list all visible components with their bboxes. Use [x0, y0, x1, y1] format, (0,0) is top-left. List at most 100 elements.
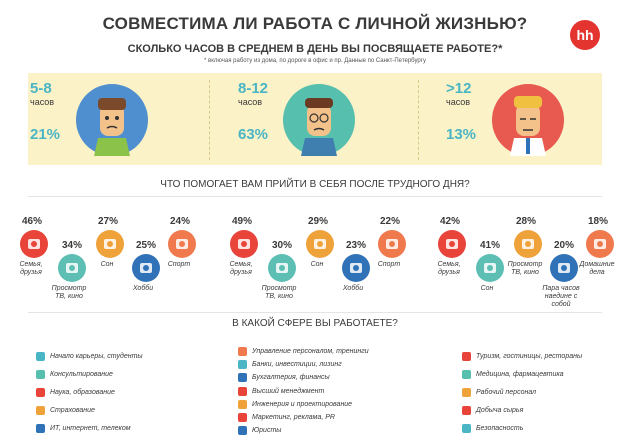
tourism-icon — [462, 352, 471, 361]
recovery-percent: 23% — [345, 240, 366, 251]
recovery-label: Семья, друзья — [437, 261, 461, 276]
camera-icon — [132, 254, 160, 282]
hours-divider — [209, 80, 210, 160]
recovery-label: Хобби — [342, 285, 364, 292]
sphere-label: Бухгалтерия, финансы — [252, 374, 330, 381]
recovery-label: Спорт — [377, 261, 401, 268]
hours-range: >12 — [446, 80, 472, 97]
sphere-label: Добыча сырья — [476, 407, 524, 414]
worker-icon — [462, 388, 471, 397]
page-title: СОВМЕСТИМА ЛИ РАБОТА С ЛИЧНОЙ ЖИЗНЬЮ? — [102, 14, 528, 33]
recovery-label: Хобби — [132, 285, 154, 292]
recovery-question: ЧТО ПОМОГАЕТ ВАМ ПРИЙТИ В СЕБЯ ПОСЛЕ ТРУ… — [160, 179, 470, 190]
sphere-label: Инженерия и проектирование — [252, 401, 353, 408]
law-icon — [238, 426, 247, 435]
recovery-percent: 27% — [97, 216, 118, 227]
sphere-label: Банки, инвестиции, лизинг — [252, 361, 342, 368]
sphere-label: Высший менеджмент — [252, 388, 325, 395]
footnote: * включая работу из дома, по дороге в оф… — [204, 58, 426, 64]
recovery-label: Домашние дела — [579, 261, 615, 276]
recovery-percent: 18% — [587, 216, 608, 227]
recovery-percent: 42% — [439, 216, 460, 227]
hours-unit: часов — [238, 97, 263, 107]
recovery-percent: 34% — [61, 240, 82, 251]
graduation-cap-icon — [36, 352, 45, 361]
sphere-label: Консультирование — [50, 371, 113, 378]
hours-panel-1: 5-8 часов — [30, 80, 54, 107]
recovery-label: Сон — [100, 261, 114, 268]
family-icon — [20, 230, 48, 258]
recovery-percent: 28% — [515, 216, 536, 227]
dumbbell-icon — [168, 230, 196, 258]
laptop-icon — [586, 230, 614, 258]
recovery-label: Пара часов наедине с собой — [542, 285, 580, 308]
sleep-icon — [96, 230, 124, 258]
hours-unit: часов — [446, 97, 471, 107]
engineering-icon — [238, 400, 247, 409]
hr-icon — [238, 347, 247, 356]
sphere-label: Безопасность — [476, 425, 524, 432]
tv-icon — [514, 230, 542, 258]
family-icon — [438, 230, 466, 258]
hours-unit: часов — [30, 97, 55, 107]
megaphone-icon — [238, 413, 247, 422]
bank-icon — [238, 360, 247, 369]
sphere-label: Управление персоналом, тренинги — [252, 348, 369, 355]
mining-icon — [462, 406, 471, 415]
science-icon — [36, 388, 45, 397]
hours-percent: 63% — [238, 126, 269, 143]
recovery-percent: 24% — [169, 216, 190, 227]
sphere-label: Начало карьеры, студенты — [50, 353, 143, 360]
recovery-label: Семья, друзья — [19, 261, 43, 276]
recovery-percent: 25% — [135, 240, 156, 251]
worker-face-icon — [492, 84, 564, 156]
sphere-label: Маркетинг, реклама, PR — [252, 414, 335, 421]
hours-percent: 13% — [446, 126, 477, 143]
sleep-icon — [476, 254, 504, 282]
recovery-percent: 29% — [307, 216, 328, 227]
worker-face-icon — [76, 84, 148, 156]
worker-face-icon — [283, 84, 355, 156]
manager-icon — [238, 387, 247, 396]
medicine-icon — [462, 370, 471, 379]
network-icon — [36, 424, 45, 433]
sphere-label: Рабочий персонал — [476, 389, 537, 396]
recovery-label: Семья, друзья — [229, 261, 253, 276]
sphere-label: ИТ, интернет, телеком — [50, 425, 131, 432]
recovery-label: Просмотр ТВ, кино — [507, 261, 543, 276]
sphere-label: Юристы — [252, 427, 282, 434]
camera-icon — [342, 254, 370, 282]
dumbbell-icon — [378, 230, 406, 258]
recovery-label: Спорт — [167, 261, 191, 268]
sleep-icon — [306, 230, 334, 258]
hours-range: 8-12 — [238, 80, 269, 97]
calculator-icon — [238, 373, 247, 382]
security-icon — [462, 424, 471, 433]
recovery-percent: 20% — [553, 240, 574, 251]
consulting-icon — [36, 370, 45, 379]
recovery-percent: 49% — [231, 216, 252, 227]
sphere-label: Медицина, фармацевтика — [476, 371, 564, 378]
recovery-label: Сон — [310, 261, 324, 268]
sphere-label: Страхование — [50, 407, 95, 414]
divider — [28, 312, 602, 313]
recovery-label: Просмотр ТВ, кино — [51, 285, 87, 300]
hh-logo: hh — [570, 20, 600, 50]
sphere-label: Туризм, гостиницы, рестораны — [476, 353, 583, 360]
hours-divider — [418, 80, 419, 160]
recovery-percent: 22% — [379, 216, 400, 227]
tv-icon — [268, 254, 296, 282]
insurance-icon — [36, 406, 45, 415]
hours-panel-3: >12 часов — [446, 80, 471, 107]
sphere-label: Наука, образование — [50, 389, 115, 396]
tv-icon — [58, 254, 86, 282]
recovery-label: Сон — [480, 285, 494, 292]
recovery-percent: 41% — [479, 240, 500, 251]
hours-percent: 21% — [30, 126, 61, 143]
hours-panel-2: 8-12 часов — [238, 80, 268, 107]
divider — [28, 196, 602, 197]
recovery-percent: 30% — [271, 240, 292, 251]
hours-question: СКОЛЬКО ЧАСОВ В СРЕДНЕМ В ДЕНЬ ВЫ ПОСВЯЩ… — [127, 43, 503, 55]
recovery-label: Просмотр ТВ, кино — [261, 285, 297, 300]
recovery-percent: 46% — [21, 216, 42, 227]
